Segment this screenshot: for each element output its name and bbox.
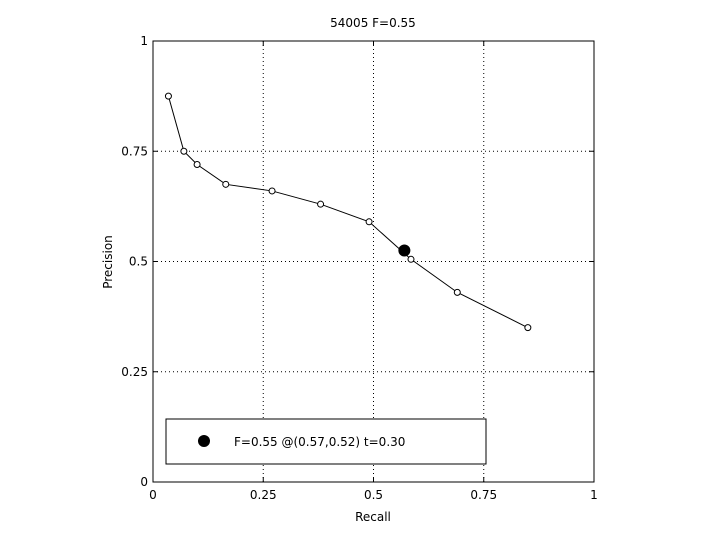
x-tick-label: 0 [149, 488, 157, 502]
x-tick-label: 0.75 [470, 488, 497, 502]
legend: F=0.55 @(0.57,0.52) t=0.30 [165, 418, 487, 465]
x-tick-label: 0.5 [364, 488, 383, 502]
pr-curve-point [365, 218, 373, 226]
legend-box [165, 418, 487, 465]
pr-curve-point [453, 288, 461, 296]
y-axis-label: Precision [101, 235, 115, 289]
pr-curve-point [268, 187, 276, 195]
x-tick-label: 0.25 [250, 488, 277, 502]
best-f-marker [398, 244, 411, 257]
y-tick-label: 0.5 [129, 255, 148, 269]
pr-curve-point [222, 180, 230, 188]
legend-marker [198, 435, 210, 447]
grid-lines [153, 41, 594, 482]
pr-curve-line [167, 95, 529, 329]
pr-curve-point [317, 200, 325, 208]
x-tick-label: 1 [590, 488, 598, 502]
pr-curve-point [524, 324, 532, 332]
y-tick-label: 0 [140, 475, 148, 489]
y-tick-label: 0.25 [121, 365, 148, 379]
series-line-group [164, 92, 532, 332]
x-axis-label: Recall [355, 510, 391, 524]
best-f-marker-group [398, 244, 411, 257]
y-tick-label: 0.75 [121, 144, 148, 158]
tick-labels: 0 0.25 0.5 0.75 1 0 0.25 0.5 0.75 1 [121, 34, 598, 502]
pr-curve-point [193, 160, 201, 168]
plot-area-frame [152, 40, 595, 483]
pr-curve-point [180, 147, 188, 155]
pr-curve-point [164, 92, 172, 100]
y-tick-label: 1 [140, 34, 148, 48]
chart-title: 54005 F=0.55 [330, 16, 416, 30]
legend-entry-label: F=0.55 @(0.57,0.52) t=0.30 [234, 435, 405, 449]
pr-curve-point [407, 255, 415, 263]
